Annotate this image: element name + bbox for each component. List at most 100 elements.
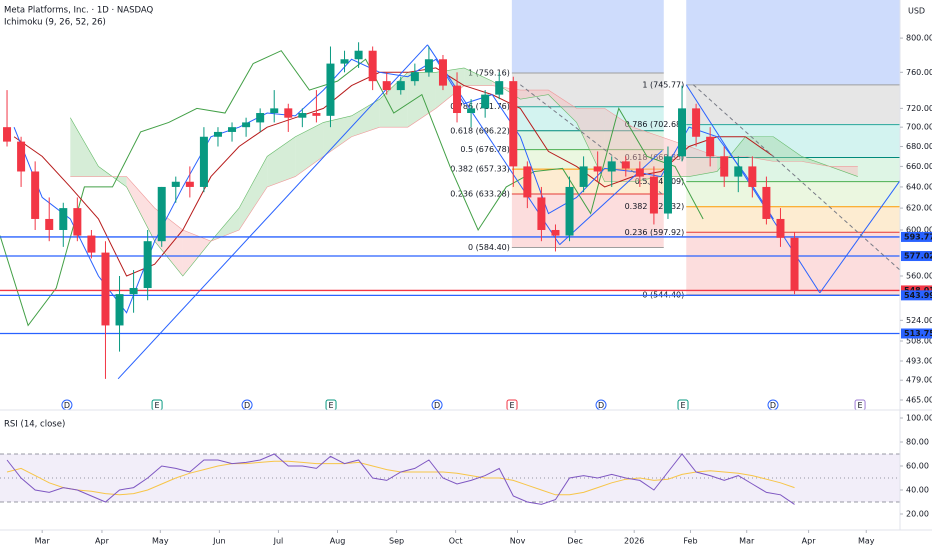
- fib-band: [511, 130, 664, 150]
- y-tick-label: 800.00: [906, 34, 932, 43]
- price-badge-label: 513.75: [904, 329, 932, 338]
- candle-body: [509, 81, 518, 167]
- cloud: [182, 229, 211, 277]
- candle-body: [228, 127, 237, 132]
- fib-label: 1 (745.77): [642, 80, 684, 89]
- y-tick-label: 620.00: [906, 204, 932, 213]
- candle-body: [45, 218, 54, 230]
- candle-body: [31, 171, 40, 219]
- cloud: [745, 136, 774, 162]
- x-tick-label: Feb: [683, 537, 697, 546]
- event-label: D: [598, 401, 604, 410]
- candle-body: [635, 168, 644, 177]
- y-tick-label: 493.00: [906, 356, 932, 365]
- price-badge: [901, 290, 932, 301]
- fib-label: 0.786 (702.68): [625, 120, 685, 129]
- x-tick-label: Jun: [212, 537, 226, 546]
- candle-body: [396, 81, 405, 91]
- candle-body: [495, 81, 504, 95]
- candle-body: [438, 59, 447, 86]
- x-tick-label: Jul: [273, 537, 284, 546]
- y-tick-label: 508.00: [906, 337, 932, 346]
- x-tick-label: May: [858, 537, 875, 546]
- trendline: [819, 180, 901, 294]
- rsi-label: RSI (14, close): [4, 420, 65, 430]
- rsi-tick-label: 40.00: [906, 486, 929, 495]
- candle-body: [537, 197, 546, 230]
- event-label: E: [509, 401, 514, 410]
- cloud: [295, 122, 324, 177]
- fib-band: [511, 193, 664, 248]
- candle-body: [523, 166, 532, 198]
- date-range: [686, 0, 900, 85]
- candle-body: [607, 161, 616, 172]
- candle-body: [565, 186, 574, 236]
- candle-body: [621, 161, 630, 169]
- date-range: [511, 0, 664, 74]
- event-label: D: [770, 401, 776, 410]
- candle-body: [171, 181, 180, 187]
- fib-label: 0.5 (645.09): [635, 177, 685, 186]
- price-badge: [901, 328, 932, 339]
- cloud: [464, 67, 493, 86]
- plot: 1 (759.16) 0.786 (721.76) 0.618 (696.22) 0.…: [0, 0, 901, 505]
- y-tick-label: 465.00: [906, 396, 932, 405]
- candle-body: [748, 166, 757, 187]
- candle-body: [354, 50, 363, 60]
- x-tick-label: Apr: [95, 537, 110, 546]
- lagging-line: [0, 50, 704, 327]
- indicator-label: Ichimoku (9, 26, 52, 26): [4, 18, 106, 28]
- rsi-tick-label: 60.00: [906, 462, 929, 471]
- cloud: [548, 90, 577, 123]
- candle-body: [649, 176, 658, 214]
- candle-body: [551, 229, 560, 236]
- fib-band: [686, 84, 900, 125]
- candle-body: [481, 94, 490, 109]
- x-tick-label: Apr: [802, 537, 817, 546]
- x-tick-label: Dec: [567, 537, 582, 546]
- rsi-line: [6, 453, 795, 505]
- candle-body: [298, 113, 307, 118]
- candle-body: [790, 237, 799, 291]
- event-label: E: [680, 401, 685, 410]
- cloud: [70, 117, 99, 177]
- cloud: [773, 136, 802, 162]
- candle-body: [143, 241, 152, 289]
- trendline: [117, 44, 428, 380]
- y-tick-label: 680.00: [906, 142, 932, 151]
- candle-body: [213, 131, 222, 137]
- candle-body: [762, 186, 771, 219]
- candle-body: [424, 59, 433, 73]
- event-label: D: [64, 401, 70, 410]
- x-tick-label: Mar: [739, 537, 755, 546]
- fib-label: 0.618 (696.22): [450, 126, 510, 135]
- event-label: D: [244, 401, 250, 410]
- candle-body: [157, 186, 166, 242]
- fib-label: 0.236 (633.28): [450, 189, 510, 198]
- fib-label: 1 (759.16): [468, 69, 510, 78]
- cloud: [520, 90, 549, 100]
- candle-body: [256, 113, 265, 123]
- event-label: E: [329, 401, 334, 410]
- candle-body: [579, 166, 588, 187]
- fib-label: 0 (584.40): [468, 243, 510, 252]
- rsi-tick-label: 100.00: [906, 414, 932, 423]
- fib-band: [686, 206, 900, 233]
- cloud: [407, 72, 436, 128]
- candle-body: [115, 294, 124, 326]
- candle-body: [453, 85, 462, 114]
- conversion-line: [13, 58, 774, 314]
- candle-body: [73, 208, 82, 236]
- candle-body: [284, 108, 293, 118]
- x-tick-label: May: [152, 537, 169, 546]
- candle-body: [734, 166, 743, 177]
- candle-body: [129, 288, 138, 295]
- event-label: D: [434, 401, 440, 410]
- candle-body: [340, 59, 349, 64]
- candle-body: [663, 156, 672, 214]
- fib-label: 0.236 (597.92): [625, 228, 685, 237]
- rsi-tick-label: 80.00: [906, 438, 929, 447]
- y-tick-label: 524.00: [906, 316, 932, 325]
- y-tick-label: 600.00: [906, 225, 932, 234]
